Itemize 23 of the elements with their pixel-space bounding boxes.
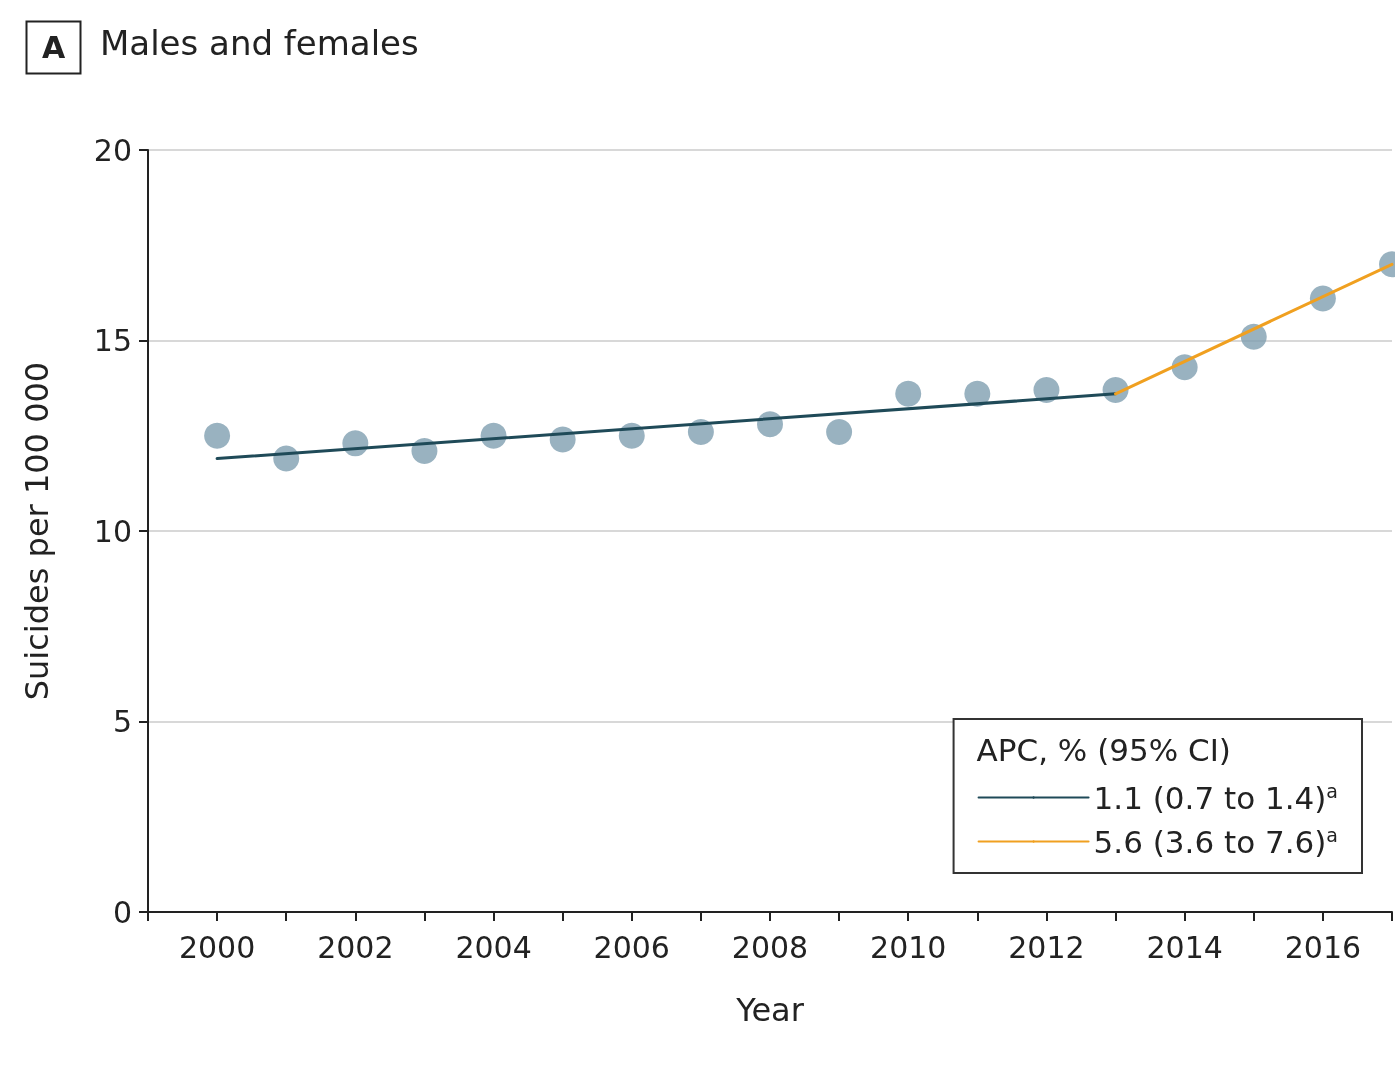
y-axis-title: Suicides per 100 000 [18,361,56,701]
y-tick-label: 20 [93,132,132,168]
point [895,380,922,407]
x-tick-label: 2004 [455,929,532,965]
y-tick-label: 5 [112,704,132,739]
text: A [41,30,66,65]
x-tick-label: 2000 [178,929,256,965]
chart-title: Males and females [100,23,419,63]
x-tick-label: 2006 [593,929,670,965]
point [826,418,853,445]
x-tick-label: 2012 [1008,929,1085,965]
point [204,422,231,449]
legend-title: APC, % (95% CI) [976,731,1231,768]
x-tick-label: 2002 [317,929,394,965]
y-tick-label: 10 [93,513,132,549]
point [964,380,991,407]
x-axis-title: Year [735,991,805,1029]
y-tick-label: 15 [93,323,132,358]
x-tick-label: 2010 [870,929,947,965]
y-tick-label: 0 [112,894,132,930]
x-tick-label: 2014 [1146,929,1223,965]
x-tick-label: 2016 [1284,929,1362,965]
x-tick-label: 2008 [731,929,809,965]
